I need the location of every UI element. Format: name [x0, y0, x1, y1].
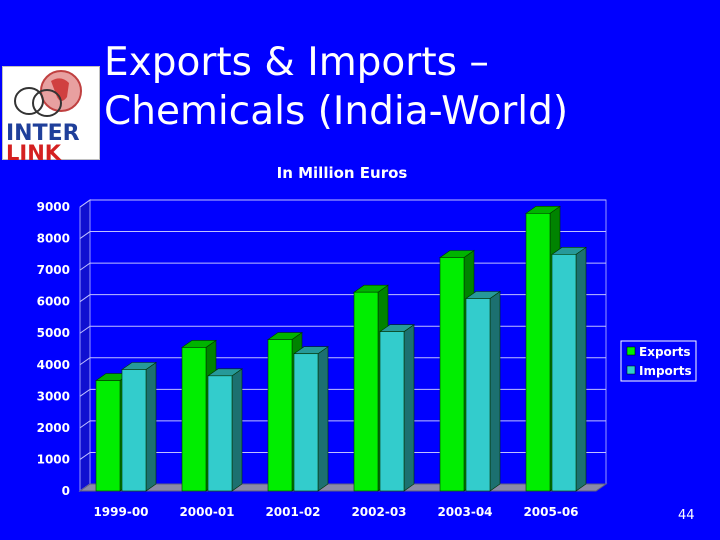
y-tick-label: 8000 — [37, 232, 70, 246]
legend-swatch — [626, 365, 636, 375]
bar-imports-2002-03 — [379, 324, 415, 492]
x-tick-label: 2003-04 — [437, 505, 492, 519]
logo-text-inter: INTER — [6, 121, 80, 146]
bar-imports-2005-06 — [551, 246, 587, 492]
y-tick-label: 2000 — [37, 421, 70, 435]
legend-swatch — [626, 346, 636, 356]
y-tick-label: 9000 — [37, 200, 70, 214]
legend-label: Imports — [639, 364, 692, 378]
legend: Exports Imports — [620, 340, 697, 382]
y-tick-label: 6000 — [37, 295, 70, 309]
gridline — [79, 388, 606, 397]
y-tick-label: 0 — [62, 484, 70, 498]
gridline — [79, 231, 606, 239]
y-tick-label: 7000 — [37, 263, 70, 277]
chart-subtitle: In Million Euros — [277, 164, 408, 182]
gridline — [79, 199, 606, 208]
bar-imports-2000-01 — [207, 368, 243, 492]
plot-area: 0 1000 2000 3000 4000 5000 6000 7000 8000 9000 199… — [37, 199, 608, 519]
gridline — [79, 294, 606, 303]
slide-number: 44 — [678, 508, 695, 523]
logo-text-link: LINK — [6, 141, 62, 165]
globe-icon — [14, 70, 82, 117]
y-tick-label: 1000 — [37, 452, 70, 466]
legend-label: Exports — [639, 345, 691, 359]
slide-title-line-1: Exports & Imports – — [104, 40, 489, 85]
gridline — [79, 451, 606, 460]
slide-title-line-2: Chemicals (India-World) — [104, 89, 569, 134]
x-tick-label: 2002-03 — [351, 505, 406, 519]
chart-side-wall — [79, 199, 91, 492]
x-tick-label: 2001-02 — [265, 505, 320, 519]
y-tick-label: 5000 — [37, 326, 70, 340]
bar-imports-2001-02 — [293, 346, 329, 492]
bar-imports-2003-04 — [465, 290, 501, 492]
bar-imports-1999-00 — [121, 361, 157, 492]
x-tick-label: 2005-06 — [523, 505, 578, 519]
gridline — [79, 420, 606, 429]
interlink-logo: INTER LINK — [2, 66, 100, 165]
y-tick-label: 4000 — [37, 358, 70, 372]
slide-title: Exports & Imports – Chemicals (India-Wor… — [104, 38, 704, 136]
x-tick-label: 2000-01 — [179, 505, 234, 519]
gridline — [79, 357, 606, 366]
y-tick-label: 3000 — [37, 389, 70, 403]
gridline — [79, 325, 606, 334]
gridline — [79, 262, 606, 271]
x-tick-label: 1999-00 — [93, 505, 148, 519]
